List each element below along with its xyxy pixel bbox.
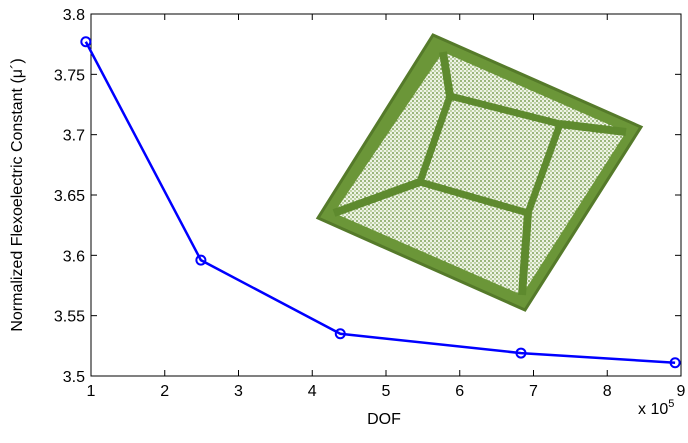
- y-tick-label: 3.7: [63, 128, 85, 145]
- x-multiplier-base: x 10: [638, 401, 668, 418]
- y-tick-label: 3.8: [63, 7, 85, 24]
- x-multiplier-exponent: 5: [668, 398, 674, 410]
- x-tick-label: 7: [529, 383, 538, 400]
- y-tick-label: 3.5: [63, 369, 85, 386]
- y-tick-label: 3.75: [54, 67, 85, 84]
- x-tick-label: 2: [160, 383, 169, 400]
- x-multiplier: x 105: [638, 398, 674, 418]
- x-tick-label: 8: [603, 383, 612, 400]
- y-tick-label: 3.55: [54, 309, 85, 326]
- x-tick-label: 5: [382, 383, 391, 400]
- page: DOF Normalized Flexoelectric Constant (μ…: [0, 0, 688, 443]
- x-tick-label: 3: [234, 383, 243, 400]
- y-axis-label: Normalized Flexoelectric Constant (μ´): [9, 58, 26, 331]
- mesh-illustration: [318, 35, 641, 310]
- y-tick-label: 3.6: [63, 248, 85, 265]
- x-tick-label: 9: [677, 383, 686, 400]
- y-tick-label: 3.65: [54, 188, 85, 205]
- x-axis-label: DOF: [367, 411, 401, 428]
- x-tick-label: 6: [455, 383, 464, 400]
- x-tick-label: 4: [308, 383, 317, 400]
- x-tick-label: 1: [87, 383, 96, 400]
- chart: DOF Normalized Flexoelectric Constant (μ…: [0, 0, 688, 438]
